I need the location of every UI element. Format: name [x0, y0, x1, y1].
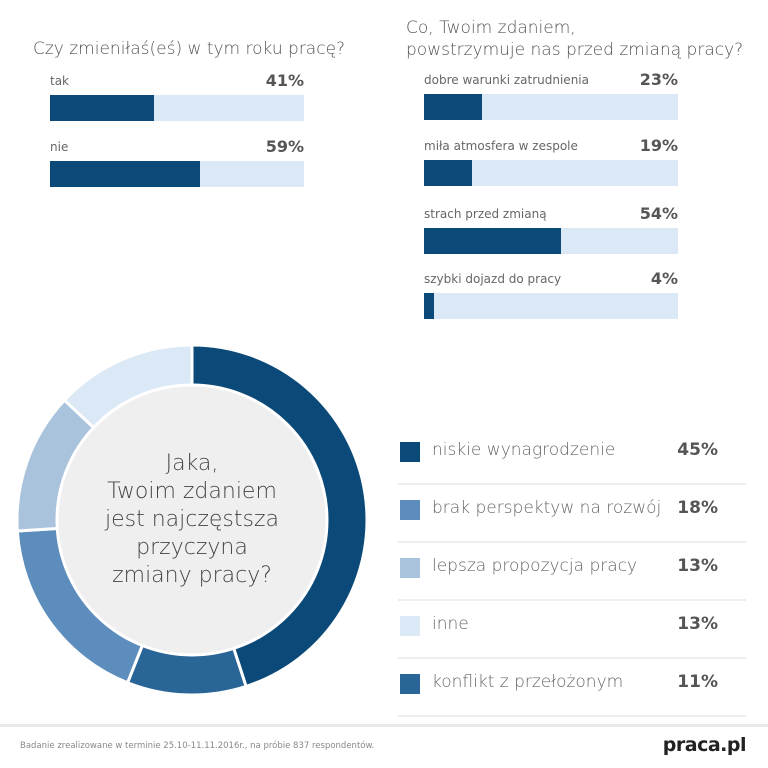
legend-item: brak perspektyw na rozwój 18%: [398, 485, 746, 543]
chart2-title: Co, Twoim zdaniem, powstrzymuje nas prze…: [406, 17, 743, 61]
donut-hole: [55, 383, 329, 657]
donut-title-line: jest najczęstsza: [104, 507, 280, 532]
bar-row: tak 41%: [50, 71, 304, 122]
bar-label: miła atmosfera w zespole: [424, 139, 578, 153]
donut-title-line: Jaka,: [165, 451, 219, 476]
legend-label: inne: [432, 614, 469, 634]
legend-swatch: [400, 558, 420, 578]
bar-track: [424, 94, 678, 120]
bar: [424, 293, 435, 319]
donut-legend: niskie wynagrodzenie 45% brak perspektyw…: [398, 427, 746, 717]
legend-item: lepsza propozycja pracy 13%: [398, 543, 746, 601]
bar-value-label: 23%: [639, 70, 678, 89]
chart2-title-line: Co, Twoim zdaniem,: [406, 18, 576, 38]
legend-value: 13%: [677, 614, 718, 634]
bar-row: miła atmosfera w zespole 19%: [424, 136, 678, 187]
bar-track: [424, 160, 678, 186]
bar-value-label: 4%: [650, 269, 678, 288]
bar-track: [50, 161, 304, 187]
praca-logo: praca.pl: [662, 734, 747, 756]
footer-divider: [0, 724, 768, 727]
legend-value: 11%: [677, 672, 718, 692]
bar-track: [50, 95, 304, 121]
bar: [424, 228, 562, 254]
donut-title-line: przyczyna: [136, 535, 248, 560]
bar-value-label: 59%: [265, 137, 304, 156]
donut-center-title: Jaka, Twoim zdaniem jest najczęstsza prz…: [92, 450, 292, 590]
footer-note: Badanie zrealizowane w terminie 25.10-11…: [20, 741, 375, 751]
legend-label: niskie wynagrodzenie: [432, 440, 616, 460]
bar: [424, 160, 473, 186]
bar-value-label: 54%: [639, 204, 678, 223]
bar-track: [424, 293, 678, 319]
bar-value-label: 41%: [265, 71, 304, 90]
legend-value: 45%: [677, 440, 718, 460]
bar-row: dobre warunki zatrudnienia 23%: [424, 70, 678, 121]
legend-label: konflikt z przełożonym: [432, 672, 624, 692]
bar: [50, 161, 200, 187]
legend-item: konflikt z przełożonym 11%: [398, 659, 746, 717]
bar-label: szybki dojazd do pracy: [424, 272, 562, 286]
bar-row: nie 59%: [50, 137, 304, 188]
bar-track: [424, 228, 678, 254]
bar-row: strach przed zmianą 54%: [424, 204, 678, 255]
legend-label: lepsza propozycja pracy: [432, 556, 638, 576]
chart1-title: Czy zmieniłaś(eś) w tym roku pracę?: [33, 39, 346, 59]
legend-value: 18%: [677, 498, 718, 518]
donut-title-line: zmiany pracy?: [112, 563, 272, 588]
legend-label: brak perspektyw na rozwój: [432, 498, 662, 518]
legend-swatch: [400, 500, 420, 520]
legend-item: inne 13%: [398, 601, 746, 659]
bar-label: strach przed zmianą: [424, 207, 547, 221]
bar-value-label: 19%: [639, 136, 678, 155]
chart2-title-line: powstrzymuje nas przed zmianą pracy?: [406, 40, 744, 60]
legend-value: 13%: [677, 556, 718, 576]
bar-label: dobre warunki zatrudnienia: [424, 73, 589, 87]
bar-label: nie: [50, 140, 69, 154]
legend-swatch: [400, 674, 420, 694]
legend-swatch: [400, 442, 420, 462]
bar: [50, 95, 155, 121]
legend-swatch: [400, 616, 420, 636]
bar: [424, 94, 483, 120]
bar-label: tak: [50, 74, 70, 88]
legend-item: niskie wynagrodzenie 45%: [398, 427, 746, 485]
bar-row: szybki dojazd do pracy 4%: [424, 269, 678, 320]
donut-title-line: Twoim zdaniem: [107, 479, 277, 504]
